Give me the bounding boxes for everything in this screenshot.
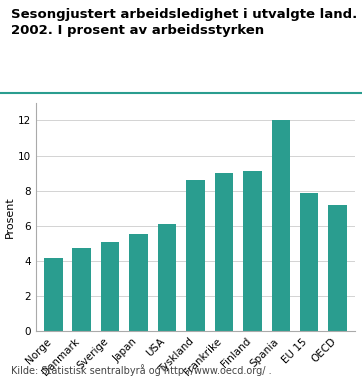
Bar bbox=[72, 248, 91, 331]
Bar bbox=[101, 242, 119, 331]
Bar bbox=[44, 258, 63, 331]
Bar bbox=[215, 173, 233, 331]
Y-axis label: Prosent: Prosent bbox=[5, 196, 15, 238]
Bar bbox=[272, 120, 290, 331]
Bar bbox=[328, 205, 347, 331]
Bar bbox=[158, 224, 176, 331]
Bar bbox=[243, 171, 262, 331]
Text: Sesongjustert arbeidsledighet i utvalgte land. Desember
2002. I prosent av arbei: Sesongjustert arbeidsledighet i utvalgte… bbox=[11, 8, 362, 37]
Bar bbox=[129, 234, 148, 331]
Bar bbox=[300, 192, 319, 331]
Text: Kilde: Statistisk sentralbyrå og http://www.oecd.org/ .: Kilde: Statistisk sentralbyrå og http://… bbox=[11, 365, 272, 376]
Bar bbox=[186, 180, 205, 331]
